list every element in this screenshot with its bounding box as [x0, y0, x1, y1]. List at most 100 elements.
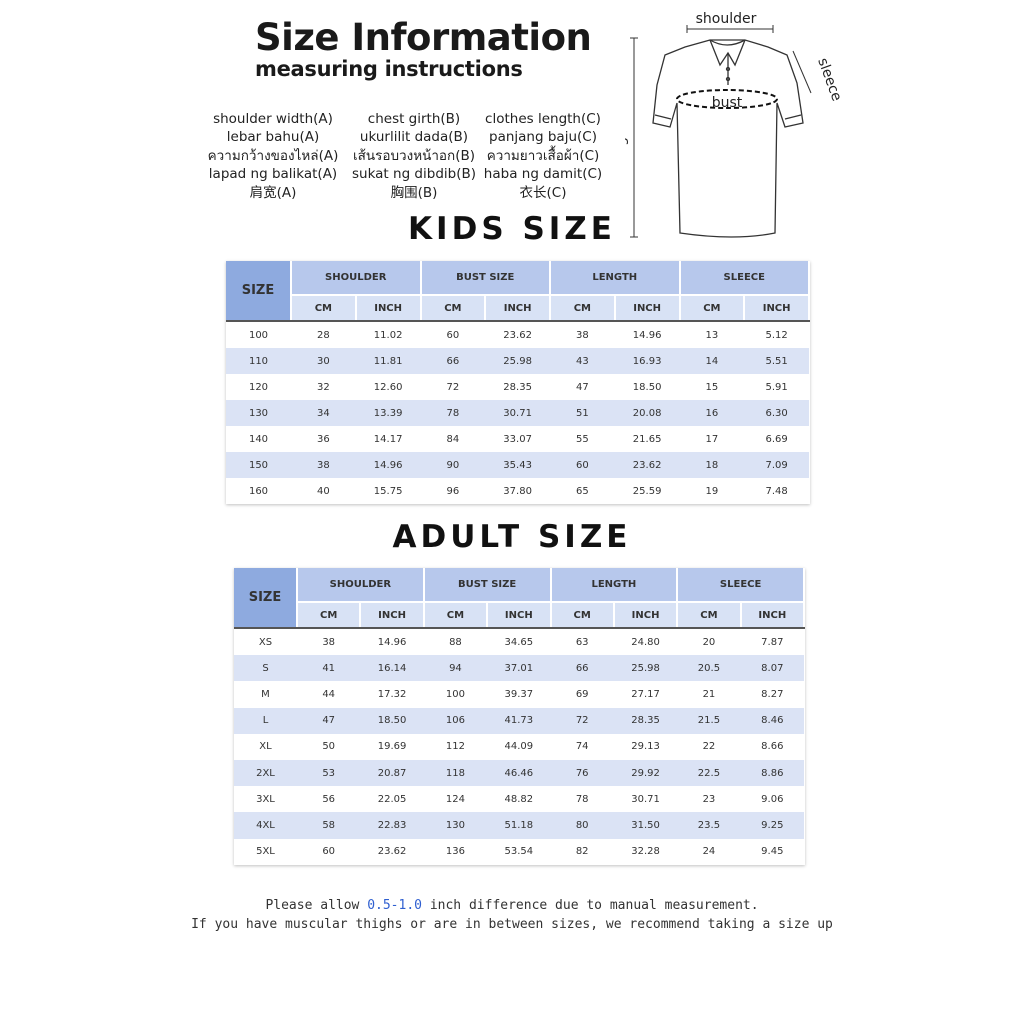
value-cell: 55: [550, 426, 615, 452]
value-cell: 38: [291, 452, 356, 478]
table-row: 160 40 15.75 96 37.80 65 25.59 19 7.48: [226, 478, 809, 504]
value-cell: 74: [550, 733, 614, 760]
value-cell: 36: [291, 426, 356, 452]
unit-header: INCH: [360, 601, 425, 629]
unit-header: INCH: [613, 601, 679, 629]
value-cell: 13: [679, 321, 745, 348]
unit-header: INCH: [485, 294, 551, 322]
table-row: L 47 18.50 106 41.73 72 28.35 21.5 8.46: [234, 707, 804, 734]
shoulder-diagram-label: shoulder: [696, 11, 757, 27]
value-cell: 20.08: [614, 400, 680, 426]
value-cell: 27.17: [613, 681, 678, 708]
value-cell: 23: [677, 786, 741, 813]
value-cell: 22.05: [360, 786, 424, 813]
value-cell: 106: [423, 707, 488, 734]
value-cell: 60: [550, 452, 615, 478]
value-cell: 25.59: [614, 478, 680, 504]
table-row: XS 38 14.96 88 34.65 63 24.80 20 7.87: [234, 628, 804, 656]
value-cell: 34.65: [487, 628, 551, 656]
value-cell: 14.96: [360, 628, 424, 656]
value-cell: 63: [550, 628, 614, 656]
page-subtitle: measuring instructions: [255, 57, 523, 81]
length-measure-list: clothes length(C) panjang baju(C) ความยา…: [473, 110, 613, 202]
value-cell: 78: [550, 786, 614, 813]
value-cell: 7.09: [744, 452, 809, 478]
value-cell: 22.5: [677, 759, 741, 787]
chest-label-th: เส้นรอบวงหน้าอก(B): [353, 147, 475, 164]
unit-header: CM: [550, 601, 615, 629]
sleeve-diagram-label: sleece: [814, 56, 840, 104]
value-cell: 31.50: [613, 812, 678, 839]
footer-line-2: If you have muscular thighs or are in be…: [191, 916, 833, 932]
unit-header: CM: [423, 601, 489, 629]
value-cell: 94: [423, 655, 488, 682]
size-cell: 4XL: [234, 812, 297, 839]
value-cell: 76: [550, 759, 614, 787]
bust-diagram-label: bust: [712, 95, 743, 111]
tolerance-highlight: 0.5-1.0: [367, 898, 422, 913]
table-header-row: SIZE SHOULDER BUST SIZE LENGTH SLEECE: [234, 568, 805, 629]
size-cell: L: [234, 707, 297, 734]
size-cell: M: [234, 681, 297, 708]
value-cell: 14.96: [614, 321, 680, 348]
value-cell: 69: [550, 681, 614, 708]
size-cell: 140: [226, 426, 291, 452]
size-cell: 130: [226, 400, 291, 426]
value-cell: 11.81: [355, 348, 421, 374]
value-cell: 11.02: [355, 321, 421, 348]
value-cell: 18.50: [614, 374, 680, 400]
value-cell: 21.5: [677, 707, 741, 734]
value-cell: 41: [297, 655, 361, 682]
polo-shirt-icon: [652, 39, 804, 238]
table-row: 2XL 53 20.87 118 46.46 76 29.92 22.5 8.86: [234, 759, 804, 787]
value-cell: 30: [291, 348, 356, 374]
value-cell: 24: [677, 838, 741, 865]
value-cell: 44.09: [487, 733, 551, 760]
value-cell: 15: [679, 374, 745, 400]
kids-size-title: KIDS SIZE: [408, 211, 616, 247]
value-cell: 34: [291, 400, 356, 426]
group-header: SLEECE: [679, 261, 810, 295]
footer-line-1: Please allow 0.5-1.0 inch difference due…: [0, 897, 1024, 916]
length-diagram-label: lenght: [625, 122, 629, 167]
value-cell: 29.92: [613, 759, 678, 787]
table-row: 130 34 13.39 78 30.71 51 20.08 16 6.30: [226, 400, 809, 426]
value-cell: 37.80: [485, 478, 550, 504]
unit-header-row: CM INCH CM INCH CM INCH CM INCH: [234, 601, 806, 629]
value-cell: 5.12: [744, 321, 809, 348]
value-cell: 7.48: [744, 478, 809, 504]
value-cell: 136: [423, 838, 488, 865]
value-cell: 17: [679, 426, 745, 452]
table-row: 4XL 58 22.83 130 51.18 80 31.50 23.5 9.25: [234, 812, 804, 839]
value-cell: 50: [297, 733, 361, 760]
value-cell: 53: [297, 759, 361, 787]
unit-header: INCH: [740, 601, 806, 629]
value-cell: 29.13: [613, 733, 678, 760]
value-cell: 14.17: [355, 426, 421, 452]
value-cell: 9.06: [740, 786, 804, 813]
value-cell: 13.39: [355, 400, 421, 426]
value-cell: 82: [550, 838, 614, 865]
length-label-en: clothes length(C): [485, 111, 601, 127]
size-cell: 3XL: [234, 786, 297, 813]
value-cell: 23.62: [614, 452, 680, 478]
value-cell: 51: [550, 400, 615, 426]
value-cell: 78: [420, 400, 486, 426]
value-cell: 28: [291, 321, 356, 348]
value-cell: 90: [420, 452, 486, 478]
page-title: Size Information: [255, 16, 592, 59]
unit-header: INCH: [614, 294, 681, 322]
chest-label-en: chest girth(B): [367, 111, 461, 127]
size-cell: 100: [226, 321, 291, 348]
value-cell: 9.45: [740, 838, 804, 865]
table-row: 110 30 11.81 66 25.98 43 16.93 14 5.51: [226, 348, 809, 374]
value-cell: 35.43: [485, 452, 550, 478]
size-cell: 120: [226, 374, 291, 400]
value-cell: 41.73: [487, 707, 551, 734]
shirt-diagram: shoulder bust lenght sleece: [625, 11, 840, 238]
value-cell: 51.18: [487, 812, 551, 839]
group-header: SHOULDER: [291, 261, 422, 295]
value-cell: 37.01: [487, 655, 551, 682]
value-cell: 30.71: [613, 786, 678, 813]
table-row: 100 28 11.02 60 23.62 38 14.96 13 5.12: [226, 321, 809, 348]
